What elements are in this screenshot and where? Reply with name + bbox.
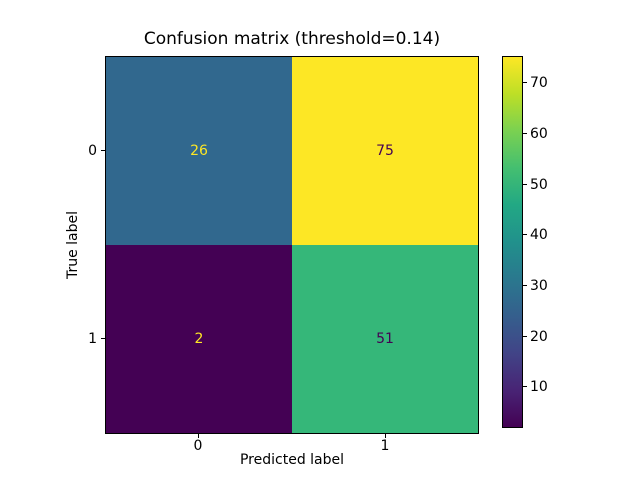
x-axis-label: Predicted label (239, 452, 345, 468)
colorbar-tick-label-50: 50 (530, 177, 548, 193)
x-tick-label-0: 0 (193, 438, 203, 454)
colorbar-tick-mark-70 (523, 82, 527, 83)
y-tick-mark-0 (101, 150, 105, 151)
matrix-cell-true0-pred0: 26 (106, 57, 292, 245)
colorbar-tick-label-60: 60 (530, 126, 548, 142)
colorbar-tick-label-10: 10 (530, 379, 548, 395)
x-tick-label-1: 1 (380, 438, 390, 454)
y-tick-label-1: 1 (88, 331, 97, 347)
x-tick-mark-0 (198, 434, 199, 438)
colorbar-tick-label-40: 40 (530, 227, 548, 243)
y-tick-mark-1 (101, 338, 105, 339)
matrix-cell-true1-pred1: 51 (292, 245, 478, 433)
colorbar-tick-mark-60 (523, 133, 527, 134)
heatmap-axes: 26 75 2 51 (105, 56, 479, 434)
matrix-cell-true1-pred0: 2 (106, 245, 292, 433)
chart-title: Confusion matrix (threshold=0.14) (143, 29, 441, 49)
colorbar-gradient (502, 56, 523, 428)
colorbar-tick-label-70: 70 (530, 75, 548, 91)
y-axis-label: True label (65, 210, 81, 280)
colorbar-tick-mark-50 (523, 184, 527, 185)
colorbar-tick-mark-30 (523, 285, 527, 286)
colorbar-tick-mark-40 (523, 234, 527, 235)
colorbar-tick-label-30: 30 (530, 278, 548, 294)
matrix-cell-true0-pred1: 75 (292, 57, 478, 245)
colorbar-tick-mark-10 (523, 386, 527, 387)
colorbar-tick-mark-20 (523, 336, 527, 337)
y-tick-label-0: 0 (88, 143, 97, 159)
colorbar-tick-label-20: 20 (530, 329, 548, 345)
x-tick-mark-1 (385, 434, 386, 438)
